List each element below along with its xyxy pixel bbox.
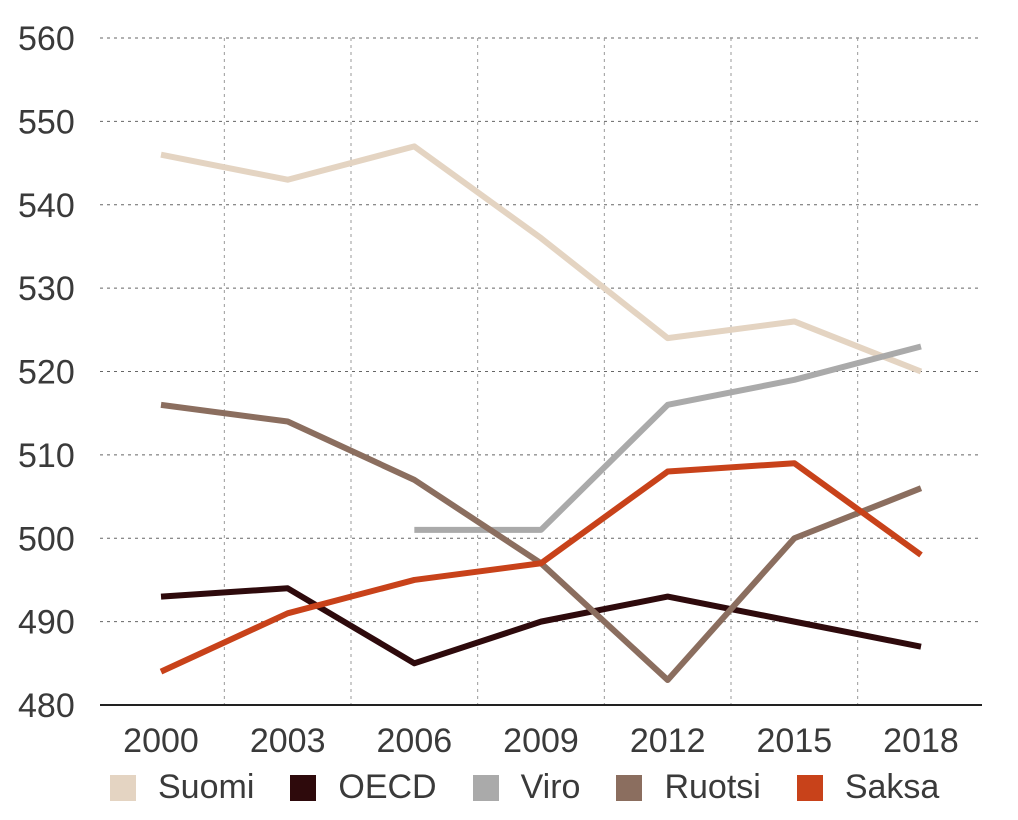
y-tick-label: 560 bbox=[18, 20, 75, 58]
legend-label: Suomi bbox=[158, 768, 255, 806]
x-tick-label: 2006 bbox=[377, 722, 453, 760]
tick-labels: 480 490 500 510 520 530 540 550 560 2000 2003 2006 2… bbox=[18, 20, 959, 760]
legend-swatch bbox=[796, 774, 823, 801]
legend-swatch bbox=[616, 774, 643, 801]
y-tick-label: 480 bbox=[18, 687, 75, 725]
legend: Suomi OECD Viro Ruotsi Saksa bbox=[110, 768, 975, 807]
line-chart: 480 490 500 510 520 530 540 550 560 2000 2003 2006 2… bbox=[18, 20, 982, 760]
legend-label: Viro bbox=[520, 768, 581, 806]
x-tick-label: 2009 bbox=[503, 722, 579, 760]
legend-item-ruotsi: Ruotsi bbox=[616, 768, 761, 807]
legend-label: Ruotsi bbox=[664, 768, 761, 806]
series-lines bbox=[159, 143, 923, 683]
x-tick-label: 2000 bbox=[123, 722, 199, 760]
legend-swatch bbox=[110, 774, 136, 801]
legend-item-suomi: Suomi bbox=[110, 768, 254, 807]
legend-swatch bbox=[472, 774, 499, 801]
series-line-saksa bbox=[159, 460, 923, 675]
legend-label: Saksa bbox=[844, 768, 940, 806]
series-line-oecd bbox=[160, 585, 922, 667]
y-tick-label: 490 bbox=[18, 604, 75, 642]
y-tick-label: 530 bbox=[18, 270, 75, 308]
legend-label: OECD bbox=[338, 768, 437, 806]
x-tick-label: 2018 bbox=[883, 722, 959, 760]
legend-item-saksa: Saksa bbox=[796, 768, 940, 807]
y-tick-label: 500 bbox=[18, 520, 75, 558]
y-tick-label: 520 bbox=[18, 354, 75, 392]
legend-item-oecd: OECD bbox=[290, 768, 437, 807]
series-line-ruotsi bbox=[160, 401, 923, 683]
legend-item-viro: Viro bbox=[472, 768, 581, 807]
series-line-suomi bbox=[160, 143, 923, 375]
x-tick-label: 2003 bbox=[250, 722, 326, 760]
grid bbox=[100, 37, 982, 705]
y-tick-label: 510 bbox=[18, 437, 75, 475]
legend-swatch bbox=[290, 774, 317, 801]
x-tick-label: 2012 bbox=[630, 722, 706, 760]
y-tick-label: 540 bbox=[18, 187, 75, 225]
series-line-viro bbox=[414, 343, 922, 533]
x-tick-label: 2015 bbox=[757, 722, 833, 760]
y-tick-label: 550 bbox=[18, 103, 75, 141]
